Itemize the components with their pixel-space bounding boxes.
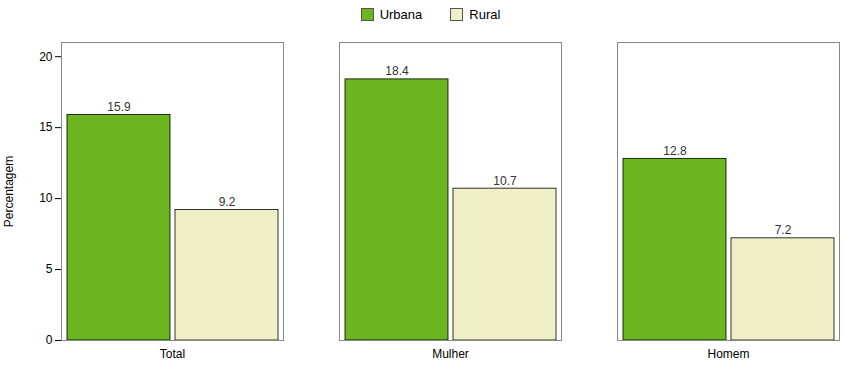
- svg-text:10: 10: [39, 191, 53, 205]
- html-text:Rural: Rural: [469, 6, 501, 22]
- svg-text:18.4: 18.4: [385, 64, 409, 78]
- svg-text:20: 20: [39, 50, 53, 64]
- svg-text:15.9: 15.9: [107, 100, 131, 114]
- svg-text:12.8: 12.8: [663, 144, 687, 158]
- svg-text:0: 0: [46, 333, 53, 347]
- svg-text:10.7: 10.7: [493, 174, 517, 188]
- svg-text:Percentagem: Percentagem: [2, 156, 16, 227]
- svg-text:Homem: Homem: [707, 347, 749, 361]
- svg-text:Total: Total: [160, 347, 185, 361]
- svg-text:15: 15: [39, 120, 53, 134]
- svg-text:9.2: 9.2: [219, 195, 236, 209]
- html-text:Urbana: Urbana: [379, 6, 423, 22]
- svg-text:Mulher: Mulher: [432, 347, 469, 361]
- svg-text:7.2: 7.2: [775, 223, 792, 237]
- svg-text:5: 5: [46, 262, 53, 276]
